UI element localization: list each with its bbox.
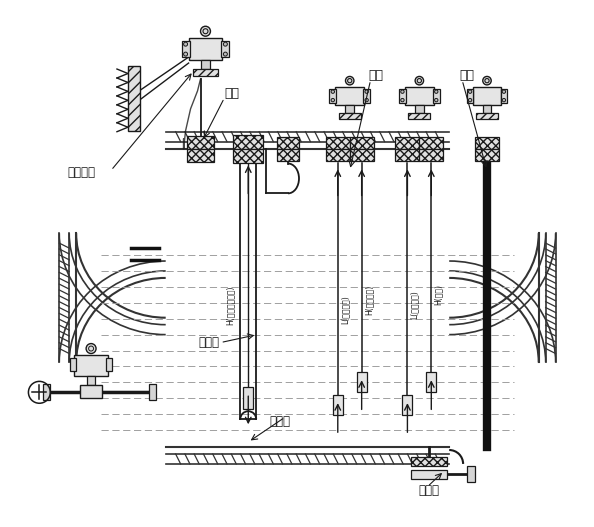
Bar <box>222 41 229 57</box>
Bar <box>419 136 443 149</box>
Circle shape <box>331 99 334 102</box>
Bar <box>339 113 361 119</box>
Bar <box>356 373 366 392</box>
Bar <box>187 149 214 162</box>
Circle shape <box>401 90 404 93</box>
Bar <box>326 136 350 149</box>
Text: 导气电缆: 导气电缆 <box>67 166 95 179</box>
Circle shape <box>223 42 228 46</box>
Bar <box>396 149 419 161</box>
Bar <box>336 86 364 105</box>
Circle shape <box>223 52 228 56</box>
Bar <box>201 60 210 69</box>
Bar <box>330 89 336 103</box>
Text: 容器低: 容器低 <box>270 415 290 428</box>
Bar <box>182 41 189 57</box>
Bar <box>412 457 447 466</box>
Bar <box>467 89 473 103</box>
Text: 法兰: 法兰 <box>460 70 475 83</box>
Bar <box>346 105 354 113</box>
Text: L(测量高度): L(测量高度) <box>340 295 349 324</box>
Bar <box>192 69 219 76</box>
Bar <box>467 466 475 482</box>
Bar <box>128 66 140 131</box>
Text: 防波管: 防波管 <box>198 336 219 349</box>
Bar <box>80 385 102 398</box>
Text: H(仪表量程): H(仪表量程) <box>364 285 373 315</box>
Bar <box>326 149 350 161</box>
Bar <box>244 387 253 409</box>
Bar <box>433 89 440 103</box>
Circle shape <box>435 99 438 102</box>
Bar <box>350 136 374 149</box>
Bar <box>233 149 263 162</box>
Circle shape <box>502 90 505 93</box>
Bar <box>399 89 406 103</box>
Bar <box>419 149 443 161</box>
Circle shape <box>415 76 424 85</box>
Text: 法兰: 法兰 <box>225 87 240 101</box>
Bar <box>333 395 343 415</box>
Circle shape <box>184 52 188 56</box>
Bar <box>476 113 498 119</box>
Bar <box>87 376 95 385</box>
Bar <box>426 373 436 392</box>
Bar <box>277 136 299 149</box>
Bar <box>403 395 412 415</box>
Circle shape <box>346 76 354 85</box>
Bar <box>473 86 501 105</box>
Circle shape <box>184 42 188 46</box>
Circle shape <box>469 99 472 102</box>
Circle shape <box>201 26 210 36</box>
Bar <box>350 149 374 161</box>
Circle shape <box>365 90 368 93</box>
Circle shape <box>331 90 334 93</box>
Bar <box>415 105 424 113</box>
Bar <box>70 358 76 372</box>
Bar <box>233 135 263 149</box>
Bar <box>43 384 50 401</box>
Bar <box>412 470 447 479</box>
Bar <box>396 136 419 149</box>
Bar <box>483 105 491 113</box>
Bar <box>475 149 499 161</box>
Text: 法兰: 法兰 <box>368 70 383 83</box>
Bar <box>408 113 430 119</box>
Bar <box>188 38 222 60</box>
Text: L(测量高度): L(测量高度) <box>410 290 419 319</box>
Bar <box>501 89 507 103</box>
Circle shape <box>502 99 505 102</box>
Bar <box>277 149 299 161</box>
Bar <box>187 135 214 149</box>
Bar <box>364 89 370 103</box>
Bar <box>475 136 499 149</box>
Circle shape <box>469 90 472 93</box>
Circle shape <box>401 99 404 102</box>
Bar <box>148 384 156 401</box>
Bar <box>74 355 108 376</box>
Bar <box>405 86 434 105</box>
Bar <box>106 358 112 372</box>
Text: H(设备安装高度): H(设备安装高度) <box>226 285 235 325</box>
Circle shape <box>483 76 491 85</box>
Text: H(仪表): H(仪表) <box>434 285 443 305</box>
Circle shape <box>86 344 96 354</box>
Circle shape <box>435 90 438 93</box>
Text: 排污阀: 排污阀 <box>419 484 440 497</box>
Circle shape <box>365 99 368 102</box>
